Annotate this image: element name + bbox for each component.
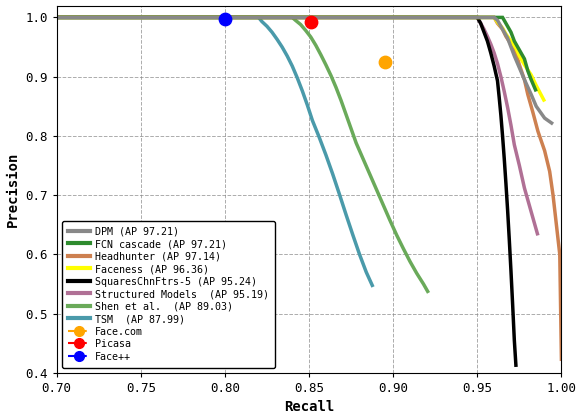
Legend: DPM (AP 97.21), FCN cascade (AP 97.21), Headhunter (AP 97.14), Faceness (AP 96.3: DPM (AP 97.21), FCN cascade (AP 97.21), … (62, 221, 275, 368)
Point (306, 18, 315, 25)
X-axis label: Recall: Recall (284, 400, 334, 415)
Y-axis label: Precision: Precision (6, 152, 20, 227)
Point (220, 16, 229, 23)
Point (380, 58, 389, 65)
